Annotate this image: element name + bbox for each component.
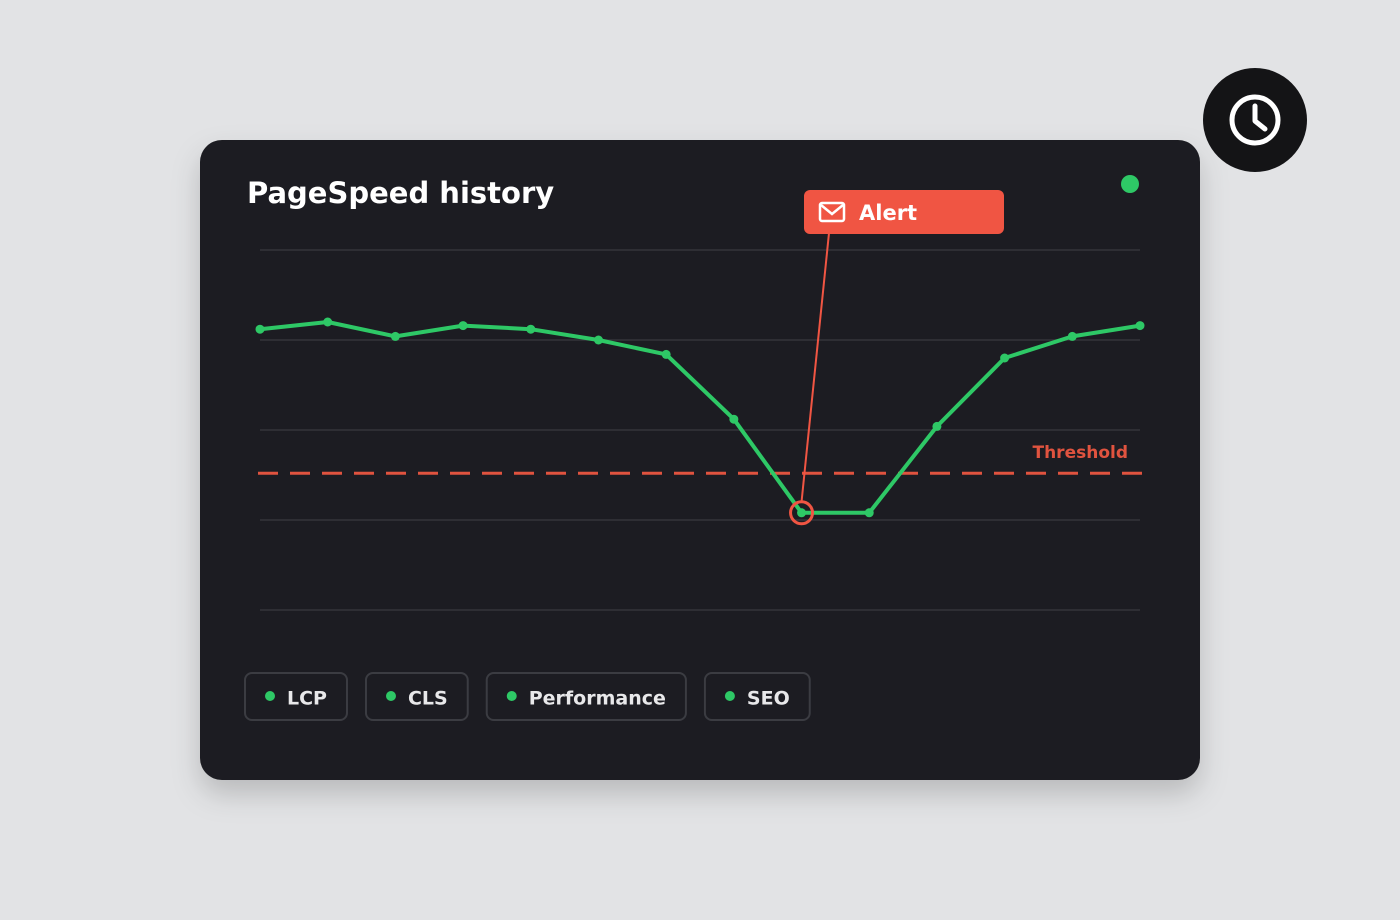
chip-label: LCP — [287, 688, 327, 710]
card-title: PageSpeed history — [247, 176, 554, 210]
data-point — [932, 421, 942, 431]
chip-dot — [506, 691, 517, 701]
alert-box — [804, 190, 1004, 234]
chip-box — [703, 672, 811, 721]
chip-dot — [385, 691, 396, 701]
chip-dot — [265, 691, 275, 701]
filter-chip[interactable]: LCP — [244, 672, 348, 721]
data-point — [593, 335, 603, 345]
filter-chip[interactable]: Performance — [485, 672, 687, 721]
data-point — [1135, 321, 1145, 331]
chip-box — [244, 672, 348, 721]
chip-box — [485, 672, 687, 721]
mail-flap — [820, 204, 844, 216]
alert-badge[interactable]: Alert — [804, 190, 1004, 234]
card — [200, 140, 1200, 780]
alert-connector — [800, 232, 830, 502]
data-point — [255, 324, 265, 334]
filter-chip[interactable]: SEO — [703, 672, 811, 721]
mail-icon — [818, 201, 846, 223]
chip-box — [364, 672, 469, 721]
threshold-label: Threshold — [1032, 443, 1128, 463]
chip-label: Performance — [529, 688, 666, 710]
data-point — [864, 508, 874, 518]
data-line — [259, 320, 1141, 515]
history-button[interactable] — [1203, 68, 1307, 172]
data-point — [1067, 331, 1077, 341]
data-point — [323, 317, 333, 327]
chip-label: CLS — [408, 688, 448, 710]
data-point — [661, 349, 671, 359]
status-dot — [1121, 175, 1139, 193]
alert-label: Alert — [859, 201, 917, 225]
data-point — [729, 414, 739, 424]
alert-marker — [789, 500, 815, 526]
chip-label: SEO — [747, 688, 790, 710]
filter-chip[interactable]: CLS — [364, 672, 469, 721]
chip-dot — [724, 691, 735, 701]
data-point — [526, 324, 536, 334]
data-point — [390, 331, 400, 341]
data-point — [797, 508, 807, 518]
data-point — [1000, 353, 1010, 363]
data-point — [458, 321, 468, 331]
